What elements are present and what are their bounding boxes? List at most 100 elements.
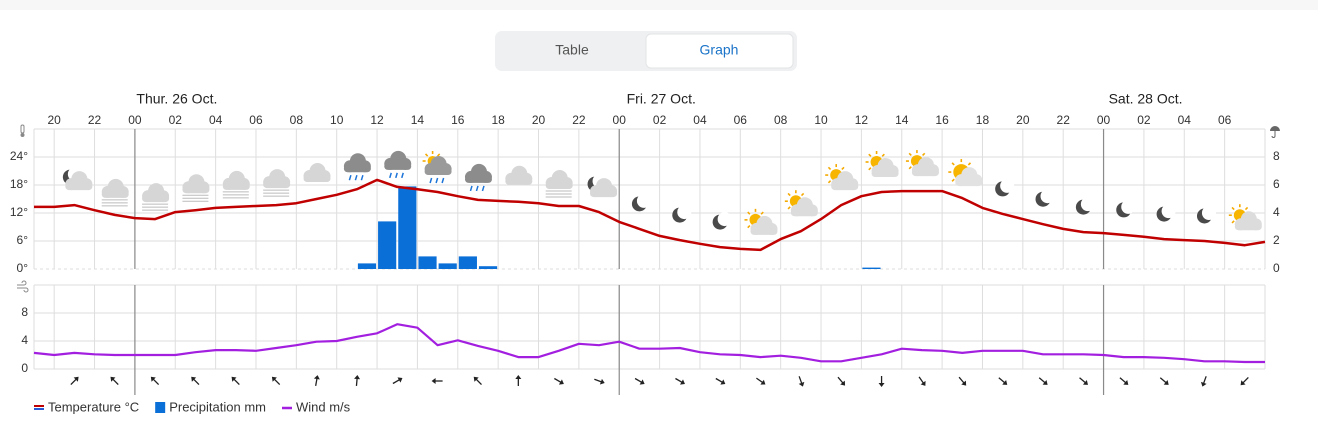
rain-drop [429,177,433,184]
weather-icon [222,170,250,199]
wind-arrow [392,377,403,385]
weather-icon [1156,204,1176,222]
wind-arrow [998,377,1008,385]
day-label: Fri. 27 Oct. [627,91,696,107]
wind-arrow [70,376,79,385]
weather-icon [712,212,732,230]
tab-graph-bg[interactable] [645,33,794,69]
wind-arrow [878,376,885,387]
wind-arrow [473,376,482,385]
arrow-head [515,375,522,379]
hour-label: 20 [48,113,62,127]
sun-ray [787,192,791,197]
sun-ray [747,211,751,215]
day-label: Sat. 28 Oct. [1109,91,1183,107]
cloud-part [222,182,250,190]
y2-tick-label: 6 [1273,177,1280,191]
arrow-head [110,376,116,382]
sun-ray [868,153,872,157]
precipitation-bar [378,221,397,269]
hour-label: 02 [653,113,667,127]
sun-ray [951,178,955,182]
moon-cut [1040,189,1055,204]
moon-cut [1201,206,1216,220]
hour-label: 12 [370,113,384,127]
precipitation-bar [418,256,437,269]
weather-icon [744,208,778,235]
arrow-head [760,379,766,385]
wind-tick-label: 0 [21,361,28,375]
weather-icon [1228,204,1262,231]
sun-ray [800,192,805,197]
sun-ray [1244,206,1249,211]
hour-label: 06 [249,113,263,127]
arrow-head [73,376,79,382]
weather-icon [101,178,129,207]
arrow-head [1123,379,1129,385]
hour-label: 12 [855,113,869,127]
wind-arrow [150,376,160,385]
weather-icon [587,174,618,198]
y2-tick-label: 2 [1273,233,1280,247]
umbrella-icon [1270,126,1280,138]
arrow-head [431,378,436,384]
wind-icon [17,280,29,293]
sun-ray [436,153,441,157]
arrow-head [840,380,846,386]
cloud-part [911,169,939,177]
moon-cut [677,205,692,220]
arrow-head [639,379,645,385]
weather-icon [1075,197,1095,215]
legend-label: Temperature °C [48,399,139,414]
weather-icon [343,153,371,181]
weather-icon [784,190,818,217]
cloud-part [505,177,533,185]
weather-icon [505,165,533,185]
precipitation-bar [458,256,477,269]
rain-drop [395,172,398,179]
hour-label: 10 [330,113,344,127]
rain-drop [435,177,439,184]
arrow-head [680,379,685,385]
arrow-head [191,376,197,382]
hour-label: 00 [128,113,142,127]
hour-label: 06 [1218,113,1232,127]
wind-arrow [798,376,805,387]
rain-drop [401,172,404,179]
moon-cut [636,193,651,208]
tab-table[interactable]: Table [555,42,589,58]
cloud-part [65,183,93,191]
wind-arrow [231,376,240,385]
cloud-part [464,175,492,183]
legend-label: Precipitation mm [169,399,266,414]
sun-ray [908,166,912,170]
wind-line [33,323,1265,364]
arrow-head [798,381,805,387]
wind-arrow [515,375,522,386]
weather-icon [1116,199,1136,218]
rain-drop [441,177,445,184]
hour-label: 18 [976,113,990,127]
weather-icon [303,163,331,182]
hour-label: 18 [491,113,505,127]
cloud-part [750,227,778,235]
sun-ray [881,153,885,157]
sun-ray [827,180,832,184]
cloud-part [590,190,618,198]
hour-label: 22 [1057,113,1071,127]
moon-cut [1121,199,1136,214]
cloud-part [101,190,129,198]
arrow-head [231,376,237,382]
cloud-part [303,175,331,182]
sun-ray [841,166,845,170]
arrow-head [878,383,885,387]
sun-ray [908,152,912,156]
tab-graph[interactable]: Graph [700,42,739,58]
rain-drop [481,185,485,192]
wind-arrow [1159,377,1169,385]
arrow-head [354,375,361,380]
sun-ray [951,162,955,166]
wind-arrow [634,377,645,385]
arrow-head [150,376,156,382]
